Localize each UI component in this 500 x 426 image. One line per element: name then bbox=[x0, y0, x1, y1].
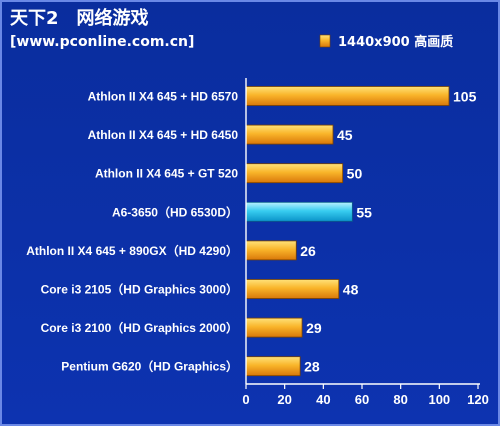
chart-title: 天下2 网络游戏 bbox=[10, 7, 149, 29]
x-tick-label: 80 bbox=[393, 392, 407, 407]
legend: 1440x900 高画质 bbox=[319, 34, 453, 50]
bar bbox=[245, 201, 353, 222]
bar bbox=[245, 240, 297, 261]
bar bbox=[245, 163, 344, 184]
x-tick-label: 120 bbox=[467, 392, 489, 407]
category-label: A6-3650（HD 6530D） bbox=[112, 204, 238, 219]
x-tick-label: 0 bbox=[242, 392, 249, 407]
legend-label: 1440x900 高画质 bbox=[338, 34, 453, 50]
value-label: 48 bbox=[343, 282, 359, 298]
category-label: Athlon II X4 645 + GT 520 bbox=[95, 167, 238, 181]
value-label: 45 bbox=[337, 127, 353, 143]
bar bbox=[245, 356, 301, 377]
category-label: Athlon II X4 645 + HD 6450 bbox=[88, 128, 239, 142]
legend-swatch bbox=[319, 34, 331, 48]
category-label: Core i3 2100（HD Graphics 2000） bbox=[41, 320, 238, 335]
value-label: 26 bbox=[300, 243, 316, 259]
x-tick-label: 100 bbox=[428, 392, 450, 407]
category-label: Athlon II X4 645 + HD 6570 bbox=[88, 90, 239, 104]
category-label: Athlon II X4 645 + 890GX（HD 4290） bbox=[26, 243, 238, 258]
value-label: 105 bbox=[453, 89, 477, 105]
x-tick-label: 20 bbox=[277, 392, 291, 407]
bar bbox=[245, 86, 450, 106]
category-label: Core i3 2105（HD Graphics 3000） bbox=[41, 282, 238, 297]
category-label: Pentium G620（HD Graphics） bbox=[61, 359, 238, 374]
value-label: 28 bbox=[304, 359, 320, 375]
bar bbox=[245, 124, 334, 145]
plot-area: Athlon II X4 645 + HD 6570 105 Athlon II X… bbox=[26, 78, 489, 407]
bar bbox=[245, 317, 303, 338]
value-label: 50 bbox=[347, 166, 363, 182]
value-label: 29 bbox=[306, 320, 322, 336]
x-tick-label: 40 bbox=[316, 392, 330, 407]
x-tick-label: 60 bbox=[355, 392, 369, 407]
value-label: 55 bbox=[356, 204, 372, 220]
bar bbox=[245, 279, 340, 299]
site-url: [www.pconline.com.cn] bbox=[10, 34, 194, 50]
